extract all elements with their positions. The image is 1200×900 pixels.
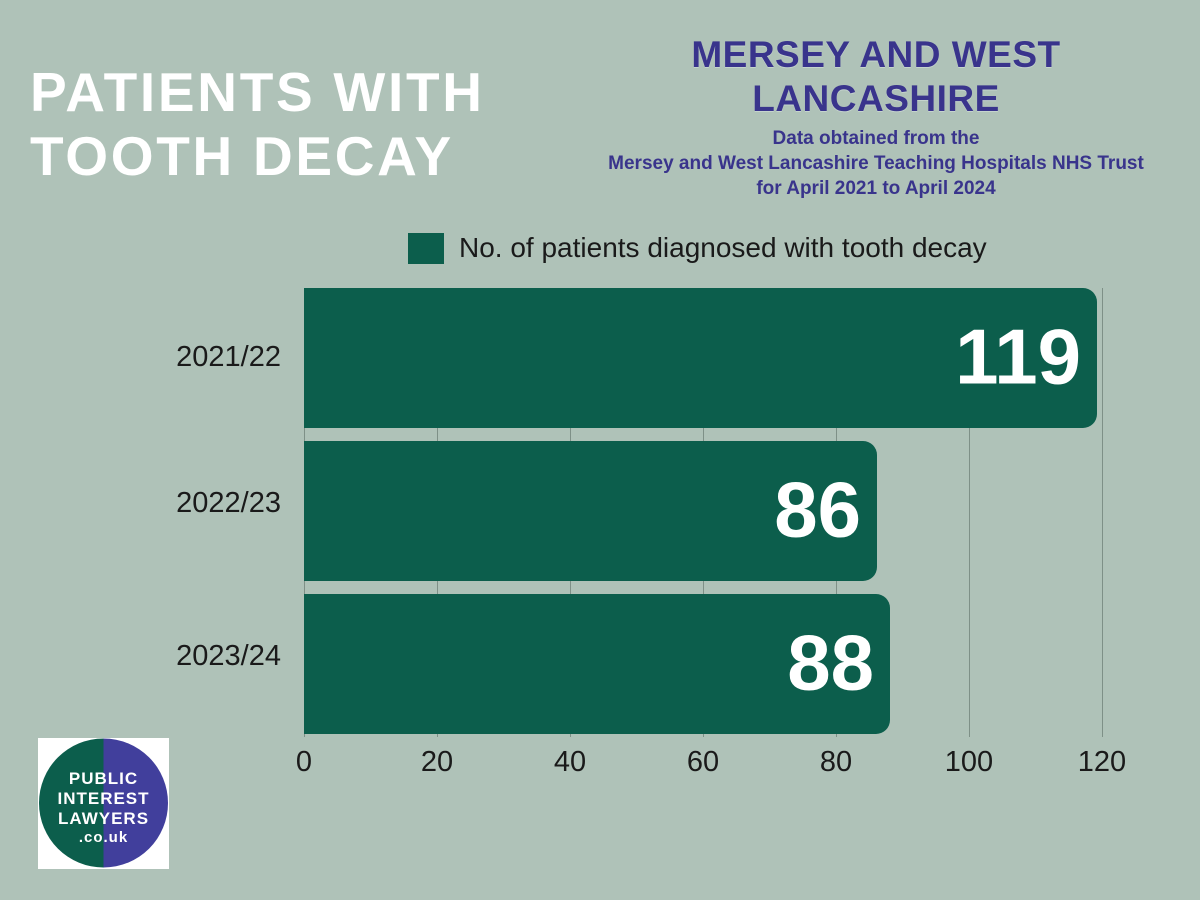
svg-text:LAWYERS: LAWYERS (58, 809, 149, 828)
svg-text:PUBLIC: PUBLIC (69, 769, 138, 788)
svg-text:.co.uk: .co.uk (79, 829, 128, 846)
svg-text:INTEREST: INTEREST (57, 789, 149, 808)
